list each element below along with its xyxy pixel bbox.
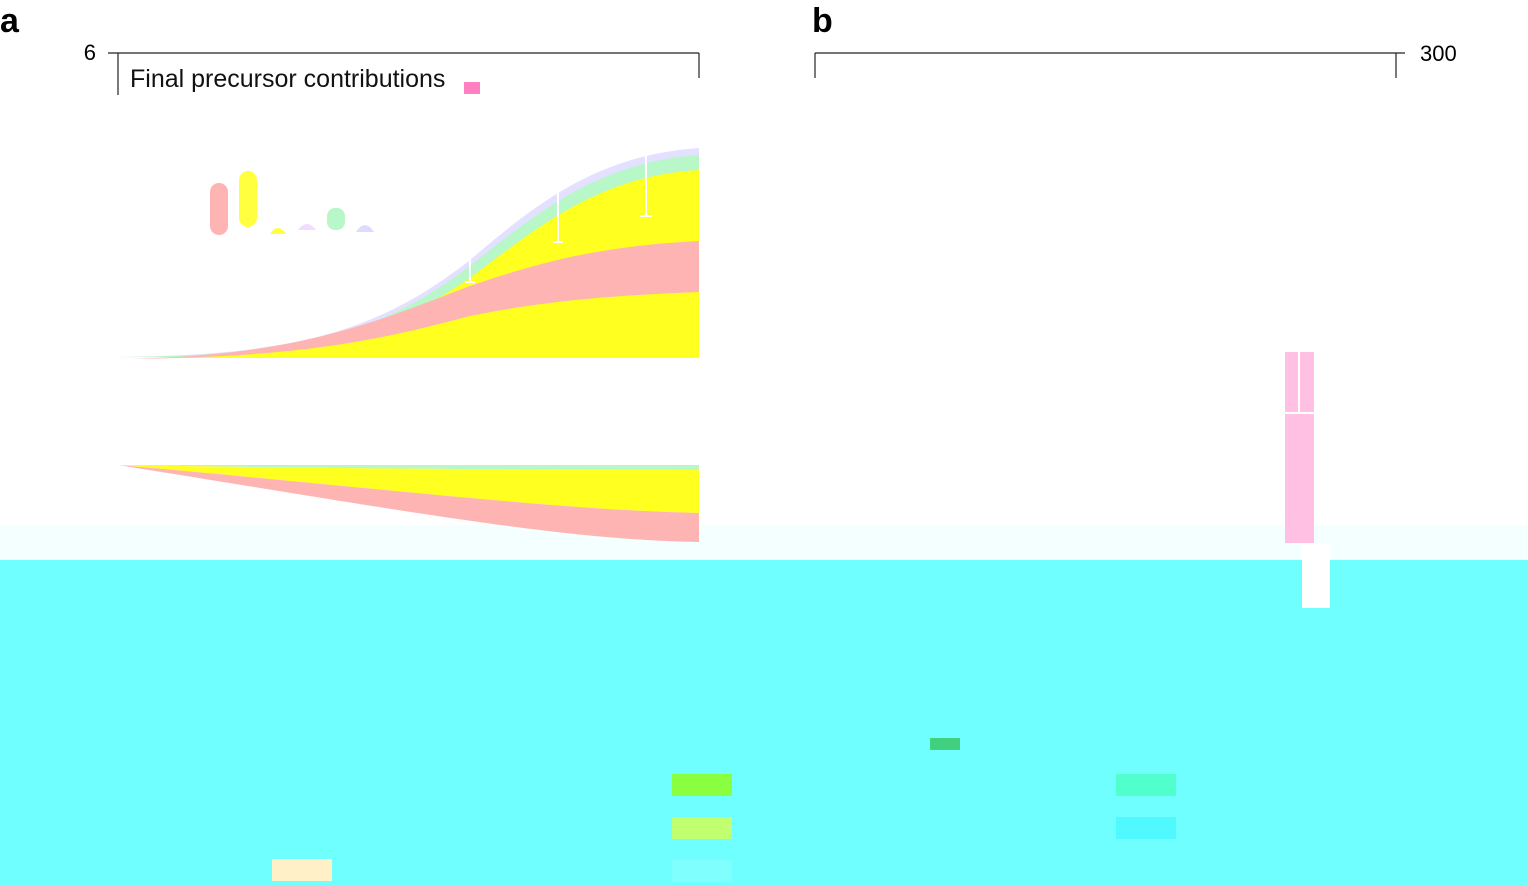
lower-stack: [118, 465, 699, 542]
swatch: [1116, 774, 1176, 796]
swatch: [672, 860, 732, 882]
area: [118, 465, 699, 513]
upper-stack: [118, 148, 699, 359]
y-tick-label: 6: [84, 40, 96, 65]
panel-title: Final precursor contributions: [130, 65, 445, 93]
swatch: [672, 817, 732, 839]
swatch: [272, 859, 332, 881]
area: [118, 241, 699, 359]
glitch: [1302, 544, 1330, 608]
area: [118, 170, 699, 358]
error-bar: [465, 148, 652, 283]
fade: [0, 525, 1528, 560]
background-band: [0, 560, 1528, 886]
legend-icons: [210, 171, 374, 235]
swatch: [1116, 817, 1176, 839]
swatch: [672, 774, 732, 796]
area: [118, 465, 699, 470]
panel-label: a: [0, 2, 20, 40]
glitch: [464, 82, 480, 94]
y-tick-label: 300: [1420, 41, 1457, 66]
glitch: [930, 738, 960, 750]
area: [118, 465, 699, 542]
panel-label: b: [812, 2, 833, 40]
